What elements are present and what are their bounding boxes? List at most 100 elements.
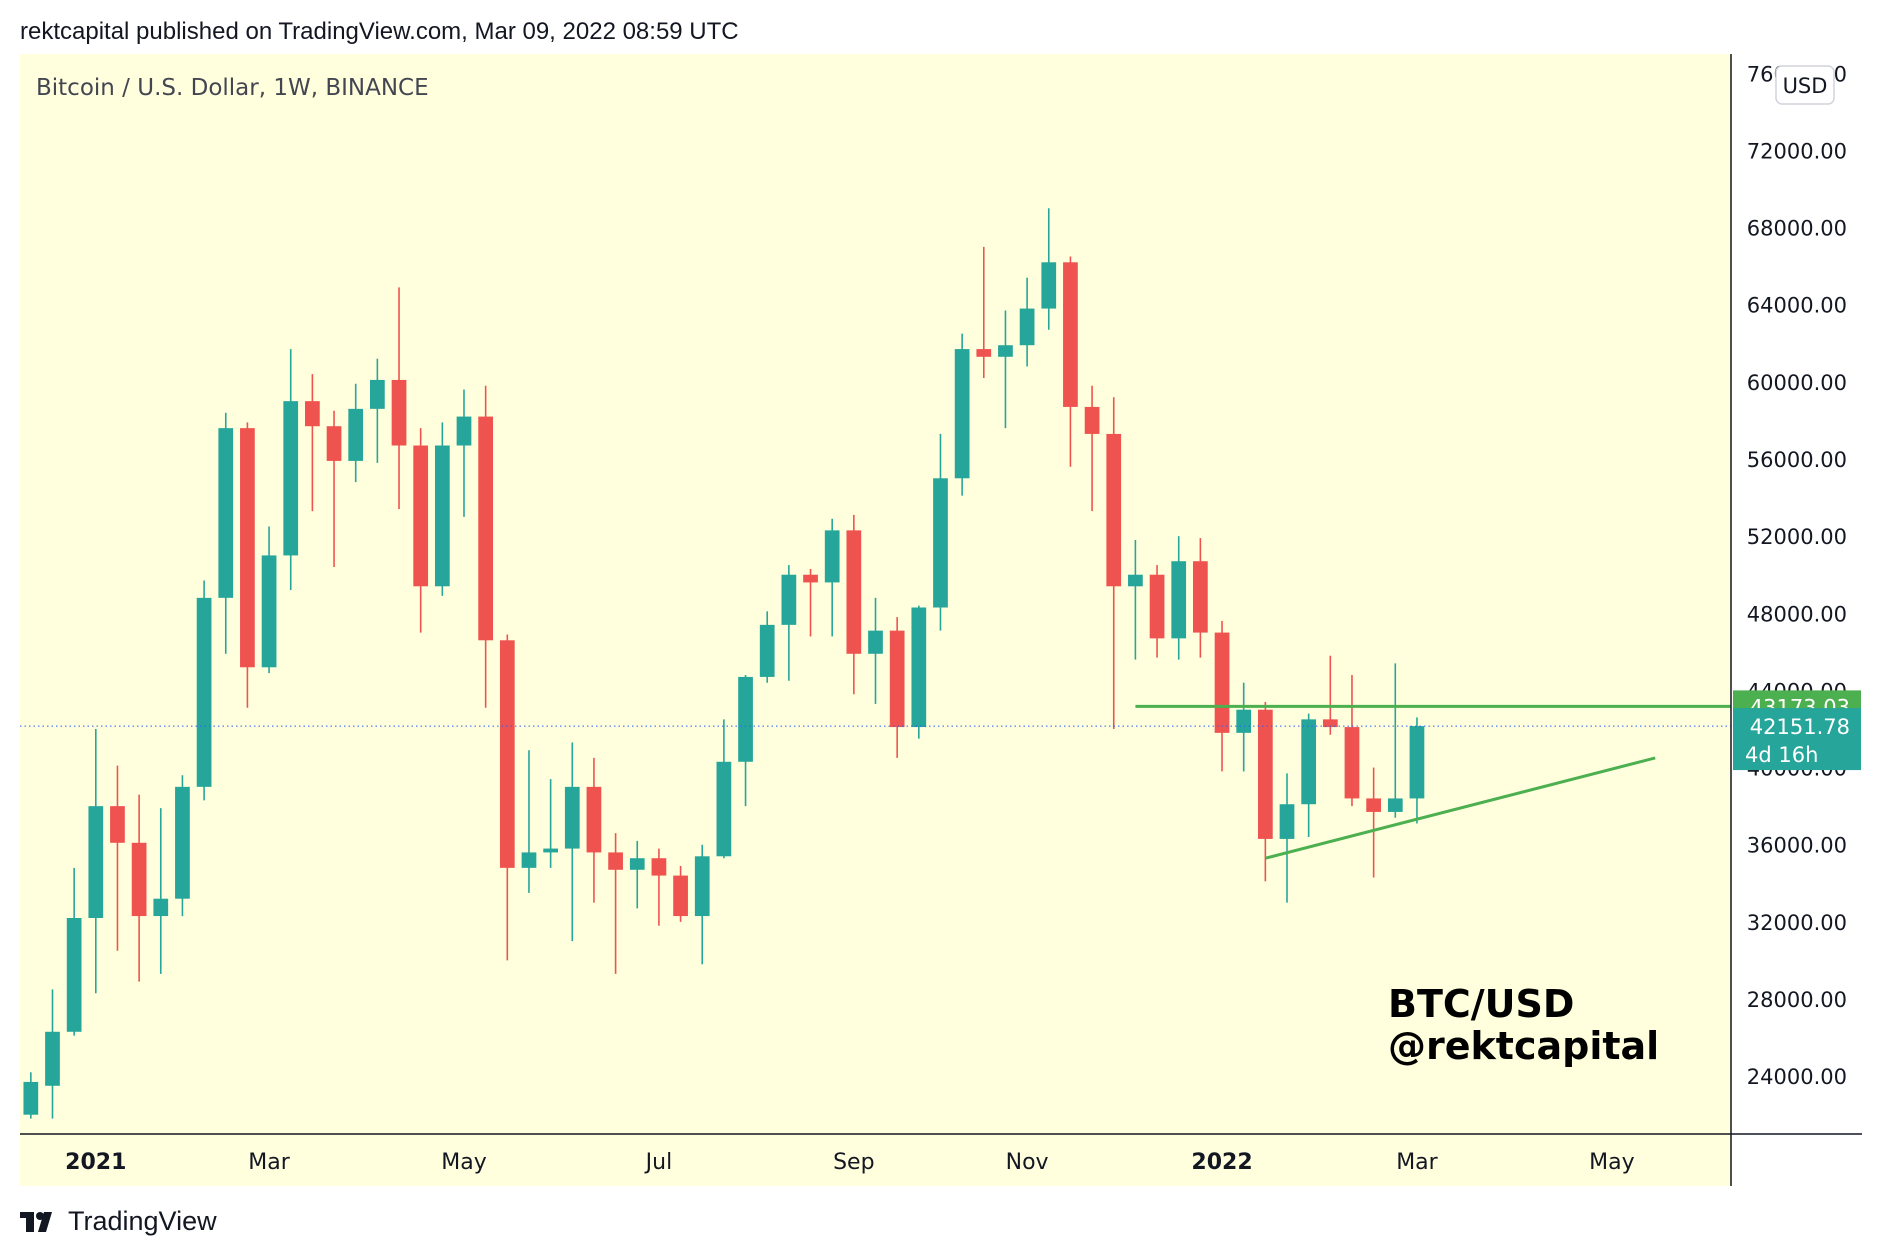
price-tick-label: 72000.00: [1747, 139, 1847, 163]
candle[interactable]: [1193, 538, 1208, 658]
candle-body: [521, 852, 537, 868]
candle-body: [1322, 719, 1338, 728]
candle[interactable]: [1344, 675, 1360, 807]
currency-button-box[interactable]: [1775, 65, 1835, 105]
candle[interactable]: [499, 634, 515, 961]
candle[interactable]: [564, 742, 580, 942]
candle[interactable]: [456, 389, 472, 517]
candle[interactable]: [1149, 565, 1165, 658]
candle[interactable]: [1279, 773, 1295, 903]
candle[interactable]: [846, 514, 862, 695]
candle[interactable]: [326, 410, 342, 567]
candle[interactable]: [954, 333, 970, 496]
candle[interactable]: [889, 617, 905, 758]
candle[interactable]: [240, 422, 255, 708]
candle[interactable]: [608, 833, 623, 974]
time-tick-label: Nov: [1006, 1150, 1049, 1175]
ascending-trendline[interactable]: [1264, 756, 1656, 860]
btc-weekly-chart[interactable]: 76000.0072000.0068000.0064000.0060000.00…: [20, 54, 1862, 1186]
candle[interactable]: [694, 844, 710, 965]
candle-body: [629, 858, 645, 870]
candles-layer: [23, 208, 1425, 1119]
candle[interactable]: [998, 310, 1013, 429]
candle[interactable]: [1041, 208, 1057, 330]
candle[interactable]: [413, 428, 429, 633]
price-axis-background[interactable]: [1731, 54, 1862, 1134]
candle[interactable]: [781, 565, 797, 681]
candle-body: [868, 630, 883, 654]
candle[interactable]: [131, 794, 147, 982]
candle[interactable]: [629, 840, 645, 909]
candle[interactable]: [976, 246, 992, 378]
chart-container[interactable]: 76000.0072000.0068000.0064000.0060000.00…: [20, 54, 1862, 1186]
candle[interactable]: [868, 597, 883, 704]
publisher-header: rektcapital published on TradingView.com…: [20, 18, 739, 45]
candle[interactable]: [369, 358, 385, 463]
candle-body: [803, 574, 818, 583]
candle[interactable]: [521, 750, 537, 893]
candle-body: [564, 786, 580, 849]
candle[interactable]: [759, 611, 775, 683]
time-axis-background[interactable]: [20, 1134, 1731, 1186]
candle[interactable]: [1322, 655, 1338, 735]
candle-body: [1149, 574, 1165, 639]
candle[interactable]: [1063, 256, 1078, 467]
candle[interactable]: [1236, 682, 1252, 772]
candle[interactable]: [933, 433, 948, 631]
current-price-box: [1733, 708, 1861, 771]
candle[interactable]: [716, 719, 732, 859]
candle[interactable]: [88, 729, 104, 994]
candle-body: [1193, 561, 1208, 633]
candle[interactable]: [1301, 713, 1317, 837]
candle[interactable]: [196, 580, 212, 801]
candle[interactable]: [153, 808, 169, 974]
candle[interactable]: [1257, 702, 1273, 882]
candle[interactable]: [1084, 385, 1100, 512]
candle[interactable]: [543, 779, 558, 868]
candle[interactable]: [23, 1072, 39, 1119]
candle-body: [1128, 574, 1143, 587]
candle[interactable]: [738, 675, 753, 807]
candle-body: [1409, 726, 1425, 799]
price-tick-label: 68000.00: [1747, 217, 1847, 241]
price-tick-label: 52000.00: [1747, 525, 1847, 549]
candle[interactable]: [434, 422, 450, 596]
footer: TradingView: [20, 1206, 217, 1237]
candle-body: [88, 806, 104, 918]
candle[interactable]: [261, 526, 277, 674]
candle[interactable]: [391, 287, 407, 510]
candle[interactable]: [1387, 663, 1403, 818]
candle[interactable]: [1409, 717, 1425, 824]
candle[interactable]: [1128, 540, 1143, 660]
candle[interactable]: [175, 775, 190, 917]
price-tick-label: 36000.00: [1747, 834, 1847, 858]
candle[interactable]: [673, 865, 688, 922]
candle[interactable]: [305, 374, 320, 512]
candle[interactable]: [1019, 277, 1035, 367]
candle-body: [998, 345, 1013, 357]
candle-body: [23, 1081, 39, 1115]
candle[interactable]: [911, 605, 927, 739]
price-tick-label: 60000.00: [1747, 371, 1847, 395]
price-tick-label: 24000.00: [1747, 1065, 1847, 1089]
candle[interactable]: [218, 412, 234, 654]
candle[interactable]: [1106, 397, 1122, 729]
currency-button[interactable]: USD: [1775, 65, 1835, 105]
currency-label[interactable]: USD: [1783, 74, 1828, 98]
candle[interactable]: [110, 765, 125, 951]
watermark-pair: BTC/USD: [1388, 982, 1574, 1026]
candle[interactable]: [348, 383, 364, 483]
candle[interactable]: [803, 568, 818, 637]
candle[interactable]: [478, 385, 494, 708]
candle[interactable]: [45, 989, 60, 1119]
candle-body: [1387, 798, 1403, 812]
candle[interactable]: [651, 848, 667, 926]
candle[interactable]: [283, 349, 299, 591]
candle[interactable]: [1366, 767, 1382, 878]
candle[interactable]: [1171, 536, 1187, 660]
candle[interactable]: [66, 867, 82, 1036]
candle-body: [413, 445, 429, 587]
candle[interactable]: [824, 518, 840, 637]
candle[interactable]: [586, 757, 602, 903]
candle-body: [391, 379, 407, 446]
